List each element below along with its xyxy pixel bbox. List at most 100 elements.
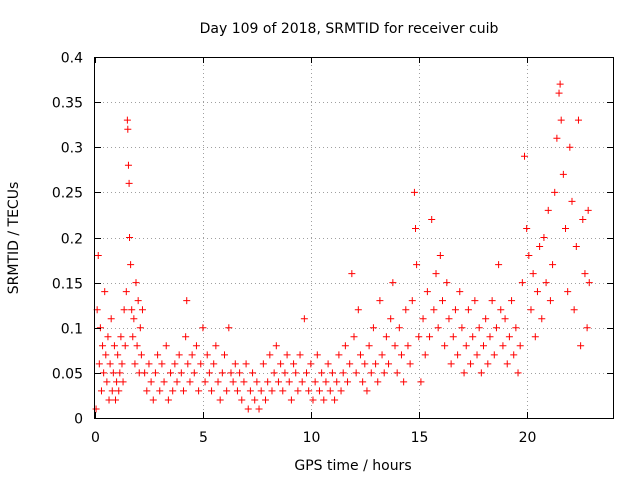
data-point [549,261,557,269]
data-point [365,342,373,350]
data-point [523,224,531,232]
data-point [389,279,397,287]
data-point [559,170,567,178]
data-point [568,197,576,205]
data-point [303,369,311,377]
data-point [208,387,216,395]
data-point [516,342,524,350]
y-tick-label: 0.2 [61,232,83,248]
data-point [467,360,475,368]
data-point [380,369,388,377]
data-point [294,387,302,395]
data-point [236,369,244,377]
data-point [309,396,317,404]
data-point [154,351,162,359]
data-point [497,306,505,314]
data-point [164,396,172,404]
data-point [518,279,526,287]
y-tick-label: 0.15 [52,277,83,293]
data-point [408,297,416,305]
data-point [404,342,412,350]
data-point [246,387,254,395]
data-point [105,396,113,404]
data-point [456,288,464,296]
axis-tick-labels: 0 0.05 0.1 0.15 0.2 0.25 0.3 0.35 0.4 0 5 10 15 20 [52,51,537,447]
data-point [473,351,481,359]
data-point [199,324,207,332]
data-point [542,279,550,287]
data-point [268,387,276,395]
y-tick-label: 0.35 [52,96,83,112]
data-point [352,369,360,377]
data-point [584,206,592,214]
data-point [562,224,570,232]
data-point [120,306,128,314]
x-tick-label: 15 [411,430,429,446]
data-point [566,143,574,151]
data-point [201,378,209,386]
data-point [177,369,185,377]
data-point [115,387,123,395]
data-point [387,315,395,323]
data-point [124,161,132,169]
x-tick-label: 20 [519,430,537,446]
data-point [113,378,121,386]
data-point [508,297,516,305]
data-point [315,387,323,395]
data-point [346,360,354,368]
data-point [184,360,192,368]
data-point [531,333,539,341]
data-point [475,324,483,332]
data-point [419,315,427,323]
data-point [361,360,369,368]
data-point [134,297,142,305]
x-tick-label: 0 [91,430,100,446]
data-point [307,360,315,368]
data-point [423,288,431,296]
data-point [223,387,231,395]
data-point [438,297,446,305]
data-point [195,387,203,395]
data-point [251,396,259,404]
data-point [432,270,440,278]
data-point [221,351,228,359]
data-point [356,351,364,359]
data-point [434,324,442,332]
data-point [244,405,252,413]
data-point [122,288,130,296]
data-point [305,387,313,395]
data-point [484,360,492,368]
data-point [311,378,319,386]
data-point [544,206,552,214]
data-point [536,243,544,251]
data-point [421,351,429,359]
data-point [337,387,345,395]
data-point [551,188,559,196]
data-point [167,369,175,377]
data-point [412,224,420,232]
data-point [132,279,140,287]
y-axis-label: SRMTID / TECUs [6,182,22,295]
data-point [443,279,451,287]
data-point [417,378,425,386]
data-point [426,333,434,341]
data-point [397,351,405,359]
data-point [428,215,436,223]
data-point [363,387,371,395]
chart-title: Day 109 of 2018, SRMTID for receiver cui… [200,21,499,37]
data-point [205,369,213,377]
data-point [179,387,187,395]
data-point [445,315,453,323]
data-point [160,378,168,386]
data-point [126,234,134,241]
y-tick-label: 0.3 [61,141,83,157]
data-point [137,351,145,359]
data-point [147,378,155,386]
data-point [197,360,205,368]
y-tick-label: 0.4 [61,51,83,67]
data-point [119,378,127,386]
data-point [266,351,274,359]
data-point [169,387,177,395]
data-point [121,342,129,350]
data-point [540,234,548,241]
